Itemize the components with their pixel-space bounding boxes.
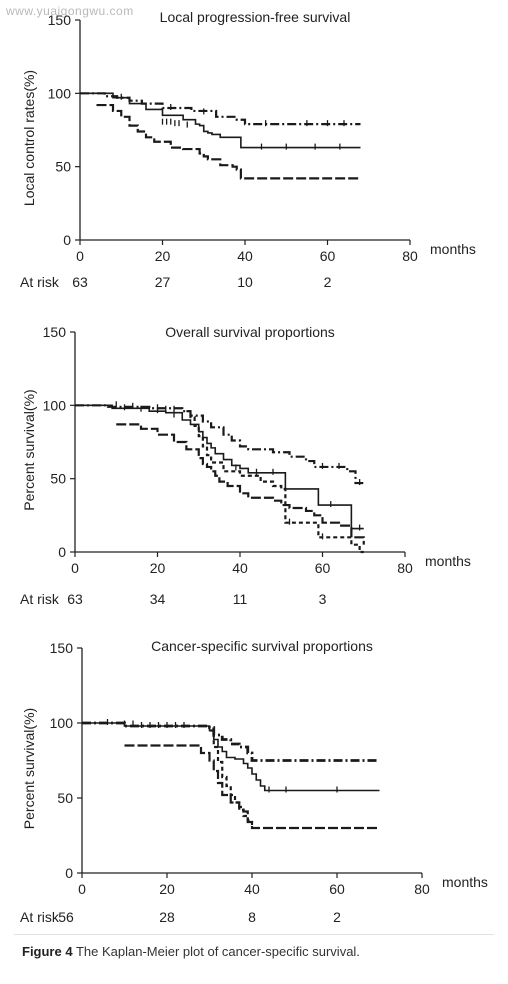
y-axis-label: Percent survival(%) <box>21 708 37 829</box>
survival-curve-3 <box>124 744 380 830</box>
y-tick-label: 0 <box>58 544 66 560</box>
at-risk-value: 28 <box>159 909 175 925</box>
chart-cancer-specific-survival: Cancer-specific survival proportions 0 50 1… <box>20 638 488 925</box>
survival-curve-2 <box>80 92 361 149</box>
at-risk-value: 63 <box>67 591 83 607</box>
x-tick-label: 60 <box>329 881 345 897</box>
x-axis-label: months <box>425 553 471 569</box>
x-tick-label: 0 <box>71 560 79 576</box>
x-tick-label: 20 <box>150 560 166 576</box>
x-tick-label: 40 <box>237 248 253 264</box>
survival-curve-4 <box>186 410 364 554</box>
at-risk-value: 8 <box>248 909 256 925</box>
caption-divider <box>14 934 494 935</box>
at-risk-label: At risk <box>20 591 60 607</box>
y-axis-label: Local control rates(%) <box>21 70 37 206</box>
at-risk-value: 27 <box>155 274 171 290</box>
x-axis-label: months <box>442 874 488 890</box>
x-tick-label: 20 <box>159 881 175 897</box>
chart-title: Cancer-specific survival proportions <box>151 638 373 654</box>
y-tick-label: 100 <box>48 85 72 101</box>
caption-text: The Kaplan-Meier plot of cancer-specific… <box>75 944 360 959</box>
at-risk-value: 10 <box>237 274 253 290</box>
x-tick-label: 20 <box>155 248 171 264</box>
survival-curve-4 <box>209 729 254 828</box>
survival-curve-3 <box>96 103 361 180</box>
survival-curve-2 <box>75 404 364 530</box>
x-tick-label: 60 <box>320 248 336 264</box>
y-tick-label: 100 <box>43 397 67 413</box>
at-risk-label: At risk <box>20 274 60 290</box>
at-risk-label: At risk <box>20 909 60 925</box>
chart-title: Local progression-free survival <box>160 9 351 25</box>
figure-caption: Figure 4 The Kaplan-Meier plot of cancer… <box>22 944 492 959</box>
x-tick-label: 0 <box>76 248 84 264</box>
y-tick-label: 0 <box>63 232 71 248</box>
x-tick-label: 80 <box>397 560 413 576</box>
y-tick-label: 50 <box>55 159 71 175</box>
x-tick-label: 60 <box>315 560 331 576</box>
watermark: www.yuaigongwu.com <box>6 4 134 18</box>
at-risk-value: 2 <box>333 909 341 925</box>
y-tick-label: 50 <box>50 471 66 487</box>
x-tick-label: 80 <box>402 248 418 264</box>
survival-curve-2 <box>82 722 380 792</box>
survival-curve-1 <box>80 92 361 126</box>
x-axis-label: months <box>430 241 476 257</box>
chart-overall-survival: Overall survival proportions 0 50 100 150 0 20… <box>20 324 471 607</box>
at-risk-value: 3 <box>319 591 327 607</box>
chart-panel-1: Local progression-free survival 0 50 100 150… <box>0 0 508 310</box>
y-tick-label: 50 <box>57 790 73 806</box>
at-risk-value: 34 <box>150 591 166 607</box>
y-tick-label: 150 <box>48 12 72 28</box>
x-tick-label: 80 <box>414 881 430 897</box>
survival-curve-3 <box>116 423 365 545</box>
y-axis-label: Percent survival(%) <box>21 389 37 510</box>
x-tick-label: 40 <box>232 560 248 576</box>
y-tick-label: 150 <box>43 324 67 340</box>
chart-local-pfs: Local progression-free survival050100150… <box>20 9 476 290</box>
survival-curve-1 <box>82 721 380 762</box>
y-tick-label: 0 <box>65 865 73 881</box>
at-risk-value: 11 <box>233 591 248 607</box>
chart-panel-3: Cancer-specific survival proportions 0 50 1… <box>0 620 508 930</box>
survival-curve-1 <box>75 404 364 485</box>
at-risk-value: 63 <box>72 274 88 290</box>
chart-title: Overall survival proportions <box>165 324 335 340</box>
x-tick-label: 0 <box>78 881 86 897</box>
at-risk-value: 2 <box>324 274 332 290</box>
x-tick-label: 40 <box>244 881 260 897</box>
chart-panel-2: Overall survival proportions 0 50 100 150 0 20… <box>0 310 508 620</box>
y-tick-label: 150 <box>50 640 74 656</box>
at-risk-value: 56 <box>58 909 74 925</box>
y-tick-label: 100 <box>50 715 74 731</box>
caption-label: Figure 4 <box>22 944 73 959</box>
